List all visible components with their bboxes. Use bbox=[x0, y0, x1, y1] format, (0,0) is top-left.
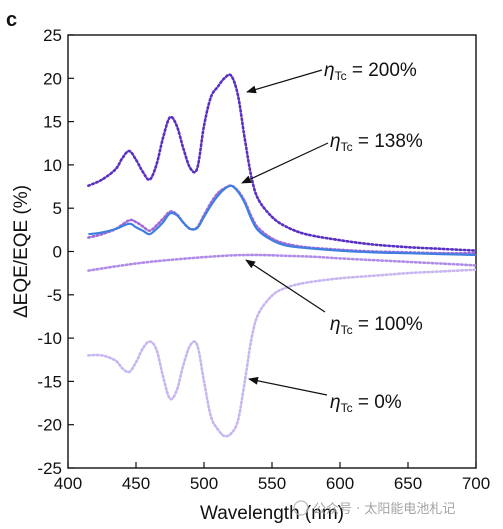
series-line-200 bbox=[87, 73, 476, 252]
eta-symbol: η bbox=[330, 131, 341, 152]
annotation-label-138: ηTc = 138% bbox=[330, 131, 423, 154]
watermark-text: 公众号 · 太阳能电池札记 bbox=[313, 502, 455, 517]
annotation-value: = 0% bbox=[353, 392, 402, 413]
x-tick-label: 550 bbox=[258, 474, 286, 493]
eta-symbol: η bbox=[330, 314, 341, 335]
annotation-value: = 200% bbox=[347, 60, 417, 81]
x-axis: 400 450 500 550 600 650 700 bbox=[54, 462, 490, 493]
annotation-100: ηTc = 100% bbox=[245, 259, 423, 337]
series-line-138 bbox=[87, 184, 476, 255]
series-line-138-measured bbox=[88, 184, 476, 257]
annotation-arrow-100 bbox=[245, 259, 326, 313]
annotation-label-100: ηTc = 100% bbox=[330, 314, 423, 337]
wechat-icon bbox=[293, 500, 309, 516]
series-line-100 bbox=[87, 253, 476, 272]
annotation-value: = 138% bbox=[353, 131, 423, 152]
series-line-0 bbox=[87, 268, 476, 438]
panel-label: c bbox=[6, 9, 17, 31]
y-tick-label: -5 bbox=[47, 286, 62, 305]
y-tick-label: 0 bbox=[53, 243, 62, 262]
y-tick-label: -20 bbox=[37, 416, 62, 435]
eta-symbol: η bbox=[330, 392, 341, 413]
y-tick-label: -25 bbox=[37, 459, 62, 478]
eta-subscript: Tc bbox=[341, 401, 353, 415]
y-axis-title: ΔEQE/EQE (%) bbox=[11, 185, 32, 318]
y-axis: -25 -20 -15 -10 -5 0 5 10 15 20 25 bbox=[37, 26, 74, 478]
y-tick-label: -15 bbox=[37, 372, 62, 391]
y-tick-label: 5 bbox=[53, 199, 62, 218]
x-tick-label: 450 bbox=[122, 474, 150, 493]
annotation-value: = 100% bbox=[353, 314, 423, 335]
x-tick-label: 650 bbox=[394, 474, 422, 493]
annotation-200: ηTc = 200% bbox=[246, 60, 417, 94]
watermark: 公众号 · 太阳能电池札记 bbox=[293, 500, 455, 517]
annotation-arrow-138 bbox=[241, 142, 329, 184]
eta-subscript: Tc bbox=[335, 69, 347, 83]
annotation-0: ηTc = 0% bbox=[248, 376, 402, 415]
x-tick-label: 600 bbox=[326, 474, 354, 493]
annotation-arrow-0 bbox=[248, 376, 328, 396]
y-tick-label: 15 bbox=[43, 113, 62, 132]
x-tick-label: 400 bbox=[54, 474, 82, 493]
annotation-label-0: ηTc = 0% bbox=[330, 392, 402, 415]
annotation-arrow-200 bbox=[246, 69, 323, 94]
y-tick-label: 25 bbox=[43, 26, 62, 45]
x-tick-label: 500 bbox=[190, 474, 218, 493]
data-series bbox=[87, 73, 476, 438]
annotation-138: ηTc = 138% bbox=[241, 131, 423, 184]
annotation-label-200: ηTc = 200% bbox=[324, 60, 417, 83]
eta-subscript: Tc bbox=[341, 140, 353, 154]
y-tick-label: -10 bbox=[37, 329, 62, 348]
y-tick-label: 20 bbox=[43, 69, 62, 88]
y-tick-label: 10 bbox=[43, 156, 62, 175]
eta-symbol: η bbox=[324, 60, 335, 81]
x-tick-label: 700 bbox=[462, 474, 490, 493]
eta-subscript: Tc bbox=[341, 323, 353, 337]
